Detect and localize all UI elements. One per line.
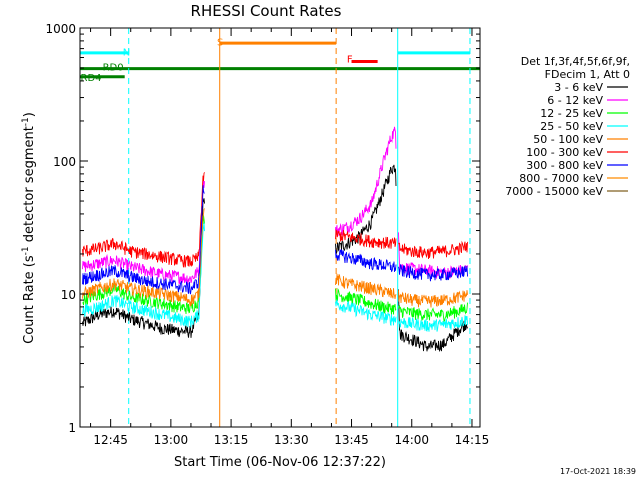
y-tick-label-3: 1000: [45, 22, 76, 36]
series-line-25-50-kev-part1: [335, 299, 397, 326]
series-line-300-800-kev-part2: [398, 263, 468, 282]
legend-label-50-100-kev: 50 - 100 keV: [533, 133, 603, 146]
x-tick-label-0: 12:45: [93, 433, 128, 447]
x-axis-label: Start Time (06-Nov-06 12:37:22): [174, 455, 386, 470]
x-tick-label-3: 13:30: [274, 433, 309, 447]
flag-bars-layer: [80, 41, 480, 79]
series-line-25-50-kev-part2: [398, 315, 468, 332]
legend-label-100-300-kev: 100 - 300 keV: [526, 146, 603, 159]
series-line-25-50-kev: [82, 222, 205, 328]
series-line-12-25-kev-part1: [335, 287, 397, 316]
legend-header-line-2: FDecim 1, Att 0: [545, 68, 630, 81]
series-line-300-800-kev-part1: [335, 249, 397, 273]
x-axis-ticks: 12:45 13:00 13:15 13:30 13:45 14:00 14:15: [90, 28, 490, 447]
series-line-100-300-kev: [82, 172, 205, 268]
annotation-n: N: [123, 47, 130, 58]
x-tick-label-5: 14:00: [394, 433, 429, 447]
annotation-f: F: [347, 54, 353, 65]
series-line-6-12-kev-part1: [335, 126, 397, 237]
series-line-12-25-kev: [82, 215, 205, 315]
series-layer: [82, 126, 468, 353]
x-tick-label-2: 13:15: [214, 433, 249, 447]
legend: Det 1f,3f,4f,5f,6f,9f, FDecim 1, Att 0 3…: [505, 55, 630, 198]
series-line-100-300-kev-part2: [398, 240, 468, 260]
annotation-rd4: RD4: [81, 73, 102, 84]
generation-timestamp: 17-Oct-2021 18:39: [560, 467, 636, 476]
y-tick-label-0: 1: [68, 421, 76, 435]
y-tick-label-1: 10: [61, 288, 76, 302]
legend-label-7000-15000-kev: 7000 - 15000 keV: [505, 185, 603, 198]
legend-label-800-7000-kev: 800 - 7000 keV: [519, 172, 603, 185]
legend-label-6-12-kev: 6 - 12 keV: [547, 94, 603, 107]
legend-label-300-800-kev: 300 - 800 keV: [526, 159, 603, 172]
y-axis-label: Count Rate (s-1 detector segment-1): [21, 112, 37, 344]
series-line-300-800-kev: [82, 185, 205, 295]
series-line-50-100-kev: [82, 208, 205, 307]
annotation-s: S: [217, 37, 223, 48]
y-axis-ticks: 1 10 100 1000: [45, 22, 480, 435]
series-line-3-6-kev-part2: [398, 289, 468, 353]
legend-label-25-50-kev: 25 - 50 keV: [540, 120, 603, 133]
series-line-12-25-kev-part2: [398, 302, 468, 322]
series-line-50-100-kev-part2: [398, 290, 468, 308]
chart-title: RHESSI Count Rates: [191, 2, 342, 20]
series-line-50-100-kev-part1: [335, 273, 397, 299]
plot-frame: [79, 27, 481, 428]
y-tick-label-2: 100: [53, 155, 76, 169]
x-tick-label-6: 14:15: [455, 433, 490, 447]
legend-label-3-6-kev: 3 - 6 keV: [554, 81, 603, 94]
series-line-6-12-kev: [82, 179, 205, 285]
series-line-100-300-kev-part1: [335, 229, 397, 249]
series-line-3-6-kev-part1: [335, 164, 397, 255]
legend-label-12-25-kev: 12 - 25 keV: [540, 107, 603, 120]
legend-header-line-1: Det 1f,3f,4f,5f,6f,9f,: [521, 55, 630, 68]
annotation-rd0: RD0: [103, 62, 124, 73]
x-tick-label-1: 13:00: [154, 433, 189, 447]
x-tick-label-4: 13:45: [334, 433, 369, 447]
